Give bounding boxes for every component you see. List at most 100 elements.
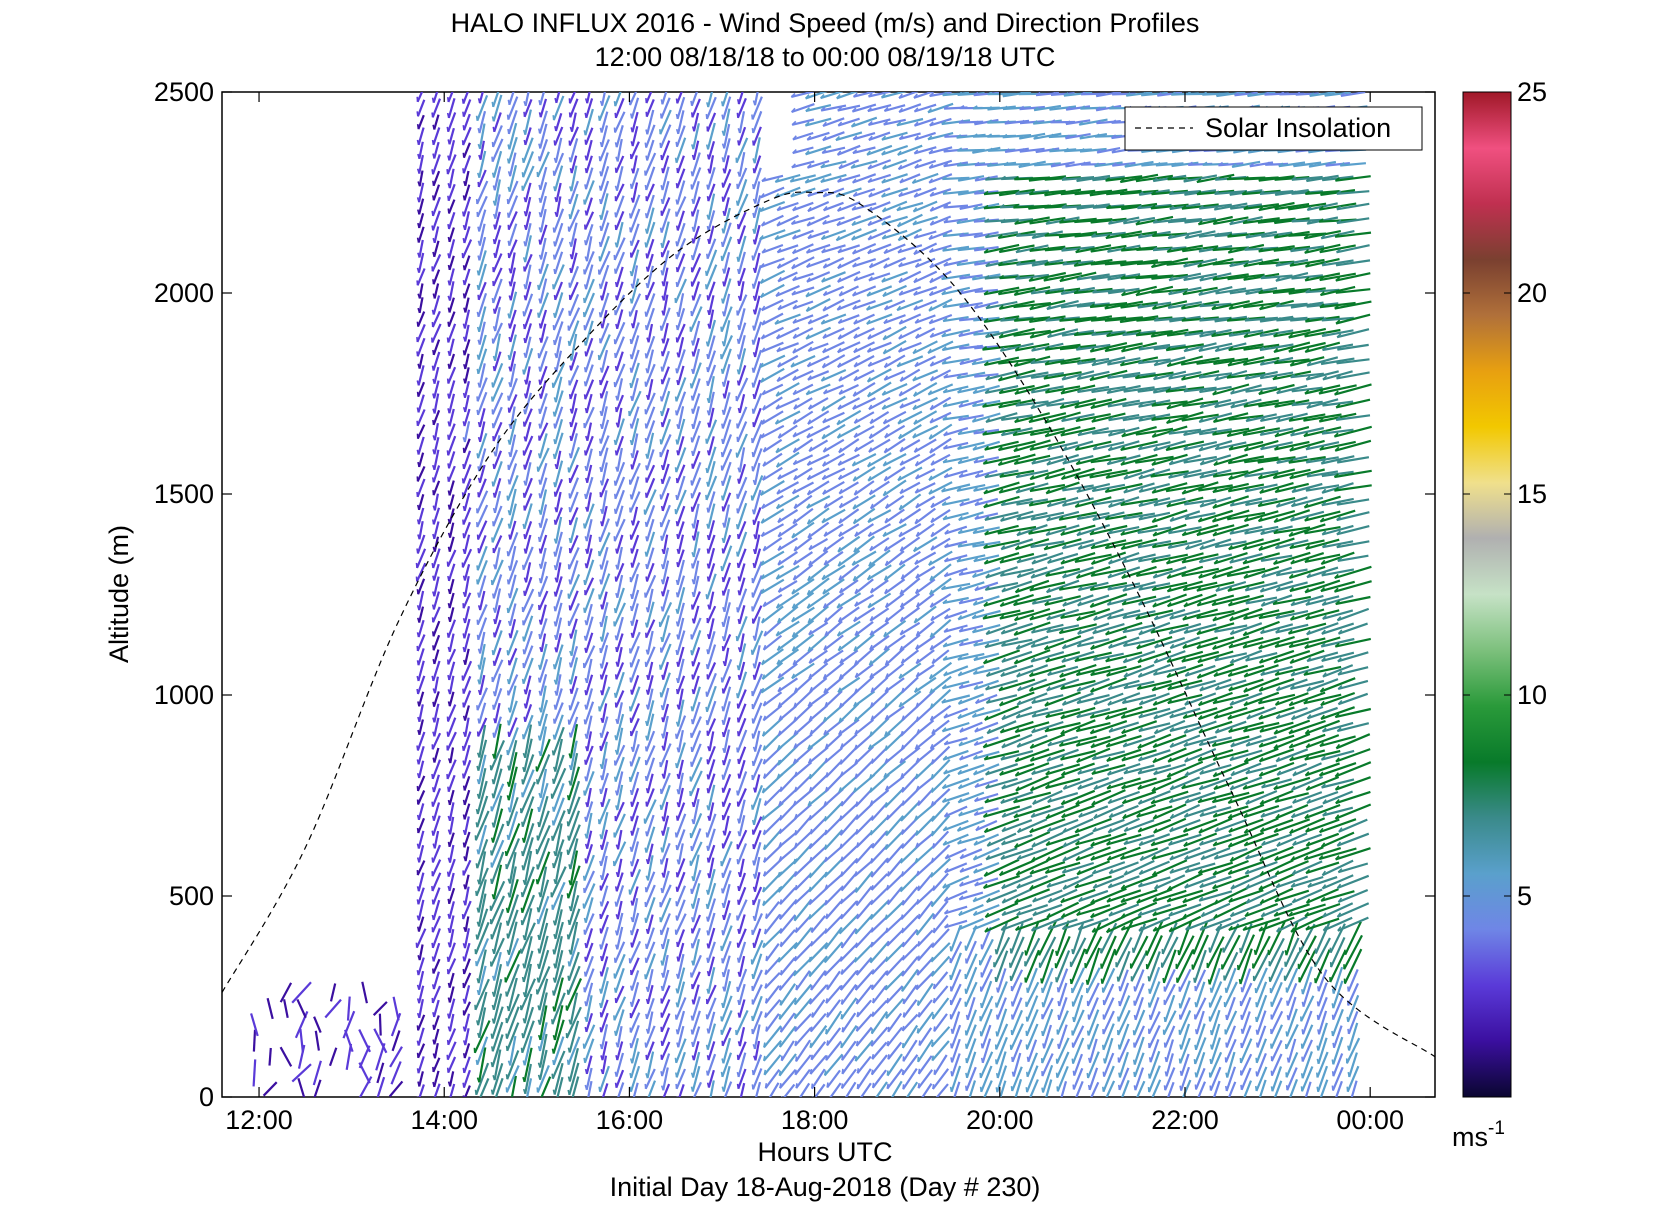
- wind-vector-head: [537, 963, 540, 969]
- wind-vector: [807, 480, 830, 496]
- wind-vector-head: [751, 283, 755, 289]
- wind-vector-head: [645, 720, 648, 727]
- wind-vector: [418, 170, 424, 187]
- wind-vector-head: [883, 645, 888, 651]
- wind-vector: [601, 505, 608, 527]
- wind-vector: [475, 938, 490, 967]
- wind-vector: [738, 563, 746, 582]
- wind-vector: [691, 547, 701, 569]
- wind-vector-head: [928, 674, 933, 680]
- wind-vector-head: [775, 447, 780, 453]
- wind-vector: [837, 549, 861, 567]
- wind-vector: [808, 439, 829, 453]
- wind-vector-head: [762, 829, 766, 835]
- wind-vector-head: [690, 184, 693, 190]
- wind-vector-head: [660, 1085, 664, 1091]
- wind-vector: [755, 1081, 762, 1097]
- wind-vector-head: [776, 221, 781, 227]
- wind-vector: [551, 992, 566, 1025]
- wind-vector: [736, 843, 748, 865]
- wind-vector: [600, 999, 609, 1018]
- wind-vector-head: [854, 630, 858, 636]
- wind-vector: [584, 632, 594, 654]
- wind-vector-head: [462, 168, 465, 174]
- wind-vector: [759, 269, 786, 285]
- wind-vector-head: [600, 508, 604, 514]
- wind-vector: [553, 321, 564, 346]
- wind-vector-head: [598, 283, 602, 289]
- wind-vector: [585, 155, 593, 174]
- wind-vector-head: [600, 295, 603, 301]
- wind-vector-head: [929, 602, 934, 608]
- wind-vector-head: [476, 1077, 480, 1083]
- wind-vector-head: [538, 197, 542, 203]
- wind-vector: [913, 187, 937, 198]
- wind-vector: [646, 700, 655, 727]
- wind-vector: [645, 531, 656, 557]
- wind-vector-head: [884, 914, 888, 920]
- wind-vector: [675, 813, 687, 838]
- wind-vector: [660, 842, 671, 865]
- wind-vector: [752, 363, 763, 388]
- wind-vector: [868, 201, 891, 212]
- wind-vector-head: [751, 127, 754, 134]
- wind-vector-head: [492, 1075, 496, 1081]
- wind-vector-head: [706, 481, 709, 487]
- wind-vector: [851, 202, 877, 211]
- wind-vector-head: [689, 383, 693, 389]
- wind-vector-head: [915, 333, 920, 339]
- wind-vector-head: [806, 519, 811, 525]
- wind-vector-head: [660, 535, 663, 541]
- wind-vector: [901, 928, 919, 948]
- wind-vector-head: [705, 832, 708, 838]
- wind-vector: [463, 421, 471, 443]
- wind-vector: [600, 193, 609, 220]
- wind-vector-head: [721, 958, 724, 964]
- wind-vector-head: [628, 776, 632, 782]
- wind-vector: [792, 314, 814, 324]
- wind-vector-head: [792, 659, 796, 666]
- wind-vector-head: [462, 211, 465, 217]
- wind-vector-head: [585, 548, 589, 554]
- wind-vector: [584, 350, 594, 373]
- wind-vector-head: [793, 546, 798, 552]
- wind-vector-head: [930, 787, 934, 793]
- wind-vector: [462, 731, 472, 752]
- wind-vector: [929, 369, 952, 382]
- wind-vector: [762, 704, 783, 722]
- wind-vector: [614, 690, 625, 708]
- wind-vector: [775, 382, 800, 397]
- wind-vector-head: [506, 834, 510, 840]
- wind-vector-head: [869, 587, 874, 594]
- wind-vector-head: [645, 875, 649, 881]
- wind-vector-head: [660, 1026, 663, 1032]
- wind-vector: [808, 746, 829, 765]
- wind-vector-head: [853, 418, 858, 424]
- wind-vector-head: [794, 1069, 797, 1075]
- wind-vector-head: [447, 1026, 451, 1032]
- wind-vector-head: [614, 1082, 618, 1088]
- wind-vector-head: [583, 987, 586, 993]
- wind-vector: [418, 198, 425, 215]
- wind-vector-head: [614, 450, 618, 456]
- wind-vector: [721, 912, 732, 936]
- wind-vector-head: [676, 801, 680, 808]
- wind-vector: [821, 423, 846, 440]
- wind-vector-head: [808, 544, 813, 551]
- wind-vector: [556, 1076, 564, 1097]
- wind-vector-head: [690, 845, 693, 852]
- wind-vector-head: [463, 378, 466, 384]
- wind-vector: [479, 1077, 490, 1097]
- wind-vector: [776, 368, 799, 383]
- wind-vector: [933, 1013, 948, 1033]
- wind-vector: [645, 941, 656, 964]
- wind-vector-head: [523, 129, 526, 135]
- wind-vector-head: [566, 795, 570, 801]
- wind-vector: [629, 1012, 641, 1033]
- wind-vector: [753, 207, 762, 234]
- wind-vector: [417, 619, 425, 638]
- wind-vector-head: [477, 98, 481, 104]
- wind-vector-head: [898, 334, 903, 340]
- wind-vector-head: [599, 834, 603, 840]
- wind-vector-head: [840, 885, 844, 891]
